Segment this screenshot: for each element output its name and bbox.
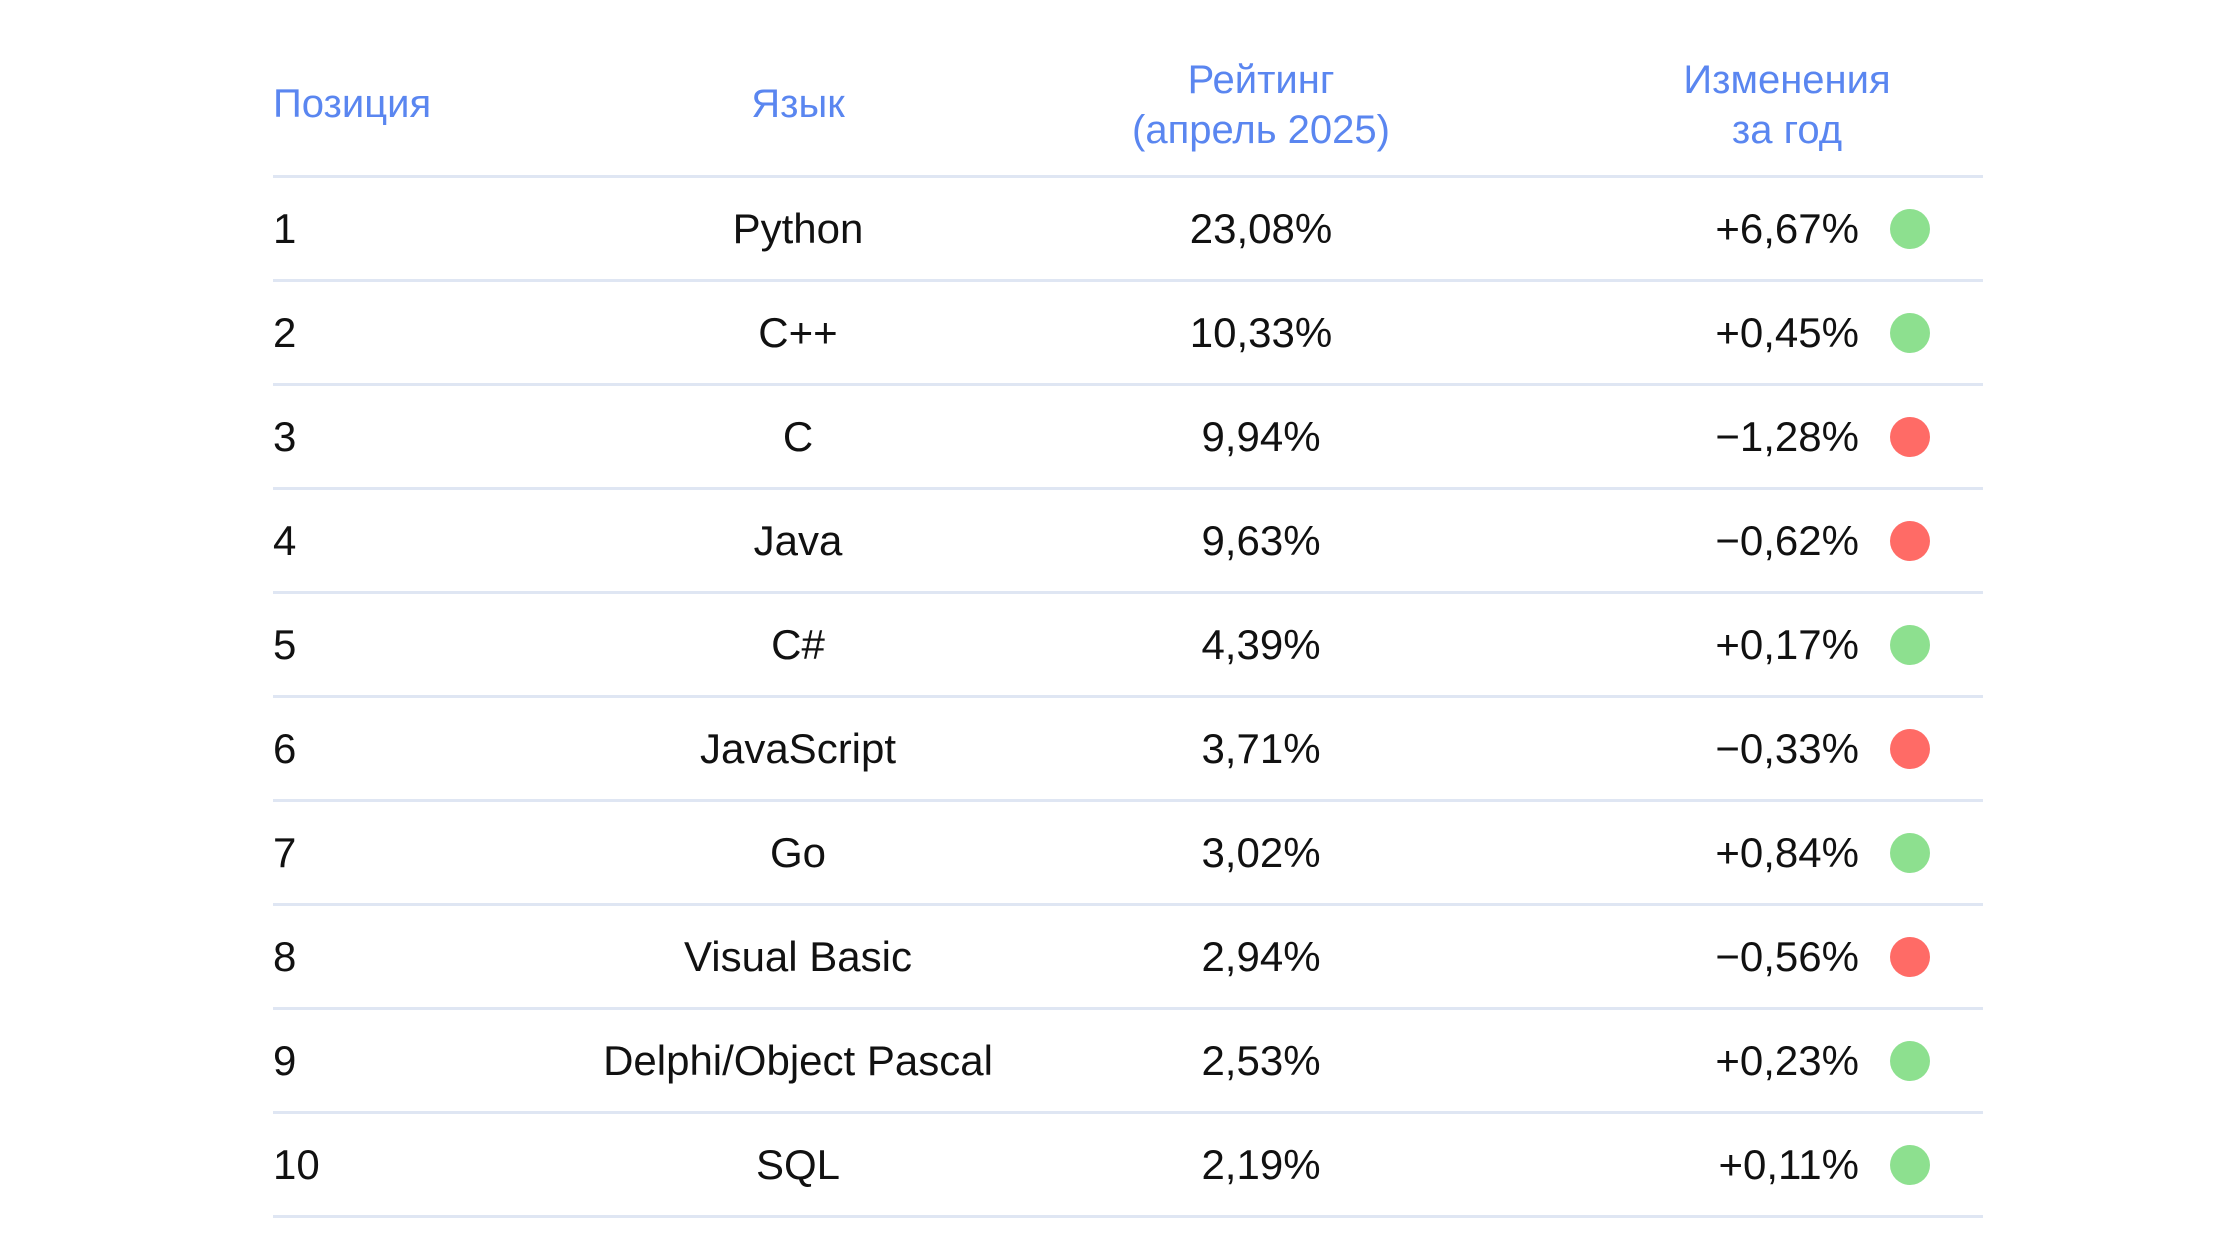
column-header-language: Язык [751, 82, 845, 126]
cell-change: +0,11% [1718, 1141, 1860, 1188]
cell-change: +6,67% [1715, 205, 1859, 252]
cell-language: Delphi/Object Pascal [603, 1037, 993, 1084]
trend-up-indicator-icon [1890, 209, 1930, 249]
cell-rating: 9,94% [1201, 413, 1321, 460]
cell-change: +0,17% [1715, 621, 1859, 668]
table-body: 1 Python 23,08% +6,67% 2 C++ 10,33% +0,45% 3 C 9,9… [273, 178, 1983, 1218]
cell-position: 7 [273, 829, 297, 876]
cell-language: SQL [755, 1141, 841, 1188]
cell-rating: 2,53% [1201, 1037, 1321, 1084]
cell-position: 4 [273, 517, 297, 564]
cell-change: +0,45% [1715, 309, 1859, 356]
cell-change: −0,62% [1715, 517, 1859, 564]
table-row: 8 Visual Basic 2,94% −0,56% [273, 906, 1983, 1010]
cell-position: 8 [273, 933, 297, 980]
cell-position: 1 [273, 205, 297, 252]
cell-language: JavaScript [699, 725, 897, 772]
trend-up-indicator-icon [1890, 833, 1930, 873]
column-header-rating-line2: (апрель 2025) [1132, 108, 1390, 152]
cell-change: +0,23% [1715, 1037, 1859, 1084]
cell-rating: 2,94% [1201, 933, 1321, 980]
table-row: 10 SQL 2,19% +0,11% [273, 1114, 1983, 1218]
cell-change: −1,28% [1715, 413, 1859, 460]
cell-change: +0,84% [1715, 829, 1859, 876]
table-row: 7 Go 3,02% +0,84% [273, 802, 1983, 906]
column-header-rating: Рейтинг (апрель 2025) [1132, 55, 1390, 155]
cell-language: C [782, 413, 814, 460]
cell-position: 3 [273, 413, 297, 460]
cell-rating: 3,02% [1201, 829, 1321, 876]
trend-up-indicator-icon [1890, 625, 1930, 665]
cell-language: C# [771, 621, 825, 668]
table-row: 1 Python 23,08% +6,67% [273, 178, 1983, 282]
column-header-rating-line1: Рейтинг [1187, 58, 1335, 102]
cell-language: Java [753, 517, 843, 564]
cell-rating: 9,63% [1201, 517, 1321, 564]
cell-language: C++ [758, 309, 838, 356]
ranking-table: Позиция Язык Рейтинг (апрель 2025) Измен… [273, 55, 1983, 1218]
table-row: 9 Delphi/Object Pascal 2,53% +0,23% [273, 1010, 1983, 1114]
cell-position: 2 [273, 309, 297, 356]
cell-rating: 10,33% [1189, 309, 1333, 356]
cell-rating: 3,71% [1201, 725, 1321, 772]
table-row: 4 Java 9,63% −0,62% [273, 490, 1983, 594]
column-header-position: Позиция [273, 82, 432, 126]
cell-position: 10 [273, 1141, 320, 1188]
cell-language: Visual Basic [683, 933, 913, 980]
cell-language: Go [769, 829, 827, 876]
cell-position: 5 [273, 621, 297, 668]
cell-change: −0,33% [1715, 725, 1859, 772]
column-header-change-line1: Изменения [1683, 58, 1891, 102]
trend-down-indicator-icon [1890, 521, 1930, 561]
table-row: 3 C 9,94% −1,28% [273, 386, 1983, 490]
cell-rating: 4,39% [1201, 621, 1321, 668]
trend-down-indicator-icon [1890, 937, 1930, 977]
column-header-change: Изменения за год [1683, 55, 1890, 155]
table-row: 6 JavaScript 3,71% −0,33% [273, 698, 1983, 802]
cell-position: 9 [273, 1037, 297, 1084]
trend-up-indicator-icon [1890, 1145, 1930, 1185]
cell-change: −0,56% [1715, 933, 1859, 980]
table-row: 2 C++ 10,33% +0,45% [273, 282, 1983, 386]
table-row: 5 C# 4,39% +0,17% [273, 594, 1983, 698]
column-header-change-line2: за год [1731, 108, 1843, 152]
trend-up-indicator-icon [1890, 313, 1930, 353]
cell-position: 6 [273, 725, 297, 772]
trend-up-indicator-icon [1890, 1041, 1930, 1081]
cell-rating: 23,08% [1189, 205, 1333, 252]
cell-rating: 2,19% [1201, 1141, 1321, 1188]
cell-language: Python [732, 205, 864, 252]
table-header: Позиция Язык Рейтинг (апрель 2025) Измен… [273, 55, 1983, 178]
trend-down-indicator-icon [1890, 417, 1930, 457]
trend-down-indicator-icon [1890, 729, 1930, 769]
